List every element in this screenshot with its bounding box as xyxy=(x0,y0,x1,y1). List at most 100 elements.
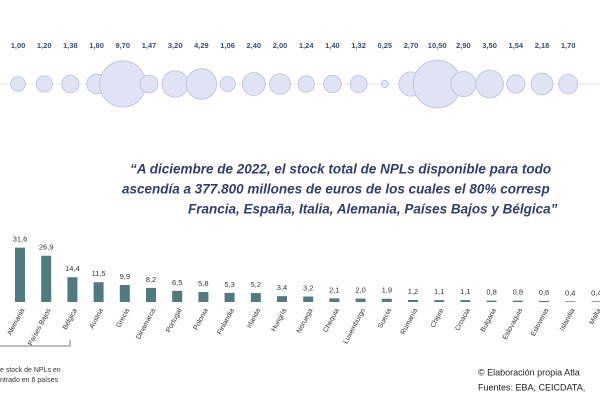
bar xyxy=(119,284,130,302)
bar-category: Alemania xyxy=(7,307,27,336)
bar-value: 5,2 xyxy=(251,280,261,289)
bar xyxy=(15,247,25,302)
bar xyxy=(250,293,261,302)
bar-value: 0,4 xyxy=(565,288,575,297)
bubble xyxy=(241,72,266,96)
bar-category: Finlandia xyxy=(216,307,236,335)
bar-value: 5,8 xyxy=(198,279,208,288)
note: ntrado en 6 países xyxy=(0,377,58,384)
bubble xyxy=(530,72,554,96)
bar xyxy=(67,277,78,302)
bubble xyxy=(475,69,504,99)
bar-category: Eslovaquia xyxy=(502,307,524,341)
bar-category: Malta xyxy=(589,307,600,325)
bubble xyxy=(10,76,26,92)
bubble xyxy=(506,74,526,94)
bar-category: Bulgaria xyxy=(480,307,498,333)
bubble-label: 1,32 xyxy=(351,41,366,50)
bar xyxy=(329,298,340,302)
bubble xyxy=(219,75,236,93)
bar-value: 3,2 xyxy=(303,283,313,292)
bar-value: 0,8 xyxy=(486,288,496,297)
bubble-label: 2,00 xyxy=(273,41,288,50)
source: © Elaboración propia Atla xyxy=(478,367,580,377)
bar-value: 1,1 xyxy=(434,287,444,296)
bubble xyxy=(558,73,579,95)
bar xyxy=(355,298,366,302)
bubble xyxy=(349,75,368,93)
bar-category: Chequia xyxy=(322,307,340,333)
bubble xyxy=(380,79,389,89)
bubble-label: 2,18 xyxy=(535,41,550,50)
bubble xyxy=(323,74,342,94)
note: e stock de NPLs en xyxy=(0,367,61,374)
bar-category: Portugal xyxy=(165,307,184,334)
bubble-label: 1,47 xyxy=(142,41,157,50)
bar-value: 6,5 xyxy=(172,278,182,287)
bar xyxy=(486,300,497,302)
bar-value: 5,3 xyxy=(224,280,234,289)
bubble xyxy=(185,68,218,100)
source: Fuentes: EBA, CEICDATA, xyxy=(478,382,585,392)
bar-category: Hungría xyxy=(271,307,289,332)
bar-category: Islandia xyxy=(559,307,577,332)
bubble xyxy=(61,74,80,94)
bar-value: 0,8 xyxy=(513,288,523,297)
bar-category: Rumanía xyxy=(400,307,420,335)
bar xyxy=(408,299,418,302)
bar xyxy=(381,298,392,302)
bar xyxy=(539,300,549,302)
bubble-label: 1,06 xyxy=(220,41,235,50)
bar-category: Eslovenia xyxy=(530,307,550,337)
bar xyxy=(146,287,156,302)
bar-value: 1,9 xyxy=(382,286,392,295)
bracket xyxy=(0,340,71,347)
bar-value: 0,6 xyxy=(539,288,549,297)
bubble-label: 1,20 xyxy=(37,41,52,50)
bubble xyxy=(450,70,477,98)
bubble xyxy=(161,70,189,98)
quote-line: “A diciembre de 2022, el stock total de … xyxy=(130,162,551,177)
bubble xyxy=(269,73,291,95)
bar xyxy=(460,300,471,302)
bubble-label: 0,25 xyxy=(377,41,392,50)
bubble-label: 1,24 xyxy=(299,41,314,50)
quote-line: ascendía a 377.800 millones de euros de … xyxy=(122,182,550,197)
bubble-label: 4,29 xyxy=(194,41,209,50)
bar xyxy=(512,300,523,302)
bar xyxy=(172,290,183,302)
bubble-label: 10,50 xyxy=(428,41,447,50)
bubble-label: 2,70 xyxy=(404,41,419,50)
bubble-label: 1,40 xyxy=(325,41,340,50)
bar-value: 2,0 xyxy=(355,286,365,295)
bubble xyxy=(35,75,53,93)
bar-value: 11,5 xyxy=(92,269,106,278)
bubble-label: 3,20 xyxy=(168,41,183,50)
bar xyxy=(277,296,287,302)
bubble-label: 1,80 xyxy=(89,41,104,50)
bubble xyxy=(297,75,315,93)
bar-value: 8,2 xyxy=(146,275,156,284)
bar xyxy=(41,255,52,302)
bar-category: Austria xyxy=(89,307,105,330)
bar-category: Suecia xyxy=(377,307,393,329)
bar-value: 1,2 xyxy=(408,287,418,296)
bubble-label: 1,54 xyxy=(508,41,523,50)
bar-value: 0,4 xyxy=(591,288,600,297)
bar-value: 14,4 xyxy=(65,264,80,273)
bubble xyxy=(99,60,147,108)
bar xyxy=(591,301,600,302)
bar xyxy=(198,292,209,302)
bar xyxy=(434,300,445,302)
bar xyxy=(565,301,576,302)
bar-category: Chipre xyxy=(430,307,446,329)
bubble-label: 9,70 xyxy=(115,41,130,50)
bar-category: Irlanda xyxy=(246,307,262,329)
bar xyxy=(93,282,104,302)
bubble-label: 1,70 xyxy=(561,41,576,50)
bubble-label: 2,40 xyxy=(246,41,261,50)
bubble-label: 2,90 xyxy=(456,41,471,50)
bar-value: 3,4 xyxy=(277,283,287,292)
bar-value: 31,6 xyxy=(13,235,28,244)
